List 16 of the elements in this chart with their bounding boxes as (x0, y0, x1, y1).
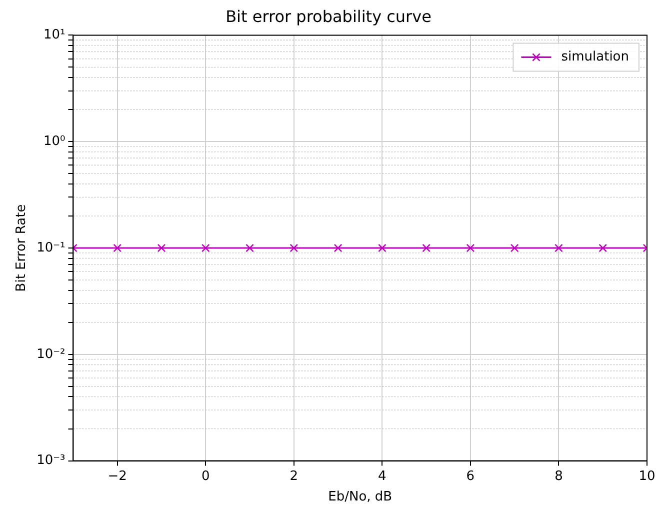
y-tick-label: 10⁻¹ (36, 240, 66, 256)
x-tick-label: 6 (466, 468, 475, 484)
x-tick-label: 2 (290, 468, 298, 484)
legend-label: simulation (561, 50, 630, 65)
y-tick-label: 10⁻² (36, 346, 66, 362)
y-tick-label: 10⁻³ (36, 453, 66, 468)
chart-title: Bit error probability curve (226, 6, 432, 26)
y-axis-title: Bit Error Rate (14, 204, 30, 292)
x-axis-title: Eb/No, dB (328, 490, 392, 505)
x-tick-label: 0 (201, 468, 210, 484)
x-tick-label: −2 (108, 468, 127, 484)
y-tick-label: 10⁰ (43, 134, 66, 149)
x-tick-label: 10 (638, 468, 656, 484)
x-tick-label: 4 (378, 468, 386, 484)
x-tick-label: 8 (554, 468, 563, 484)
y-tick-label: 10¹ (43, 28, 66, 43)
